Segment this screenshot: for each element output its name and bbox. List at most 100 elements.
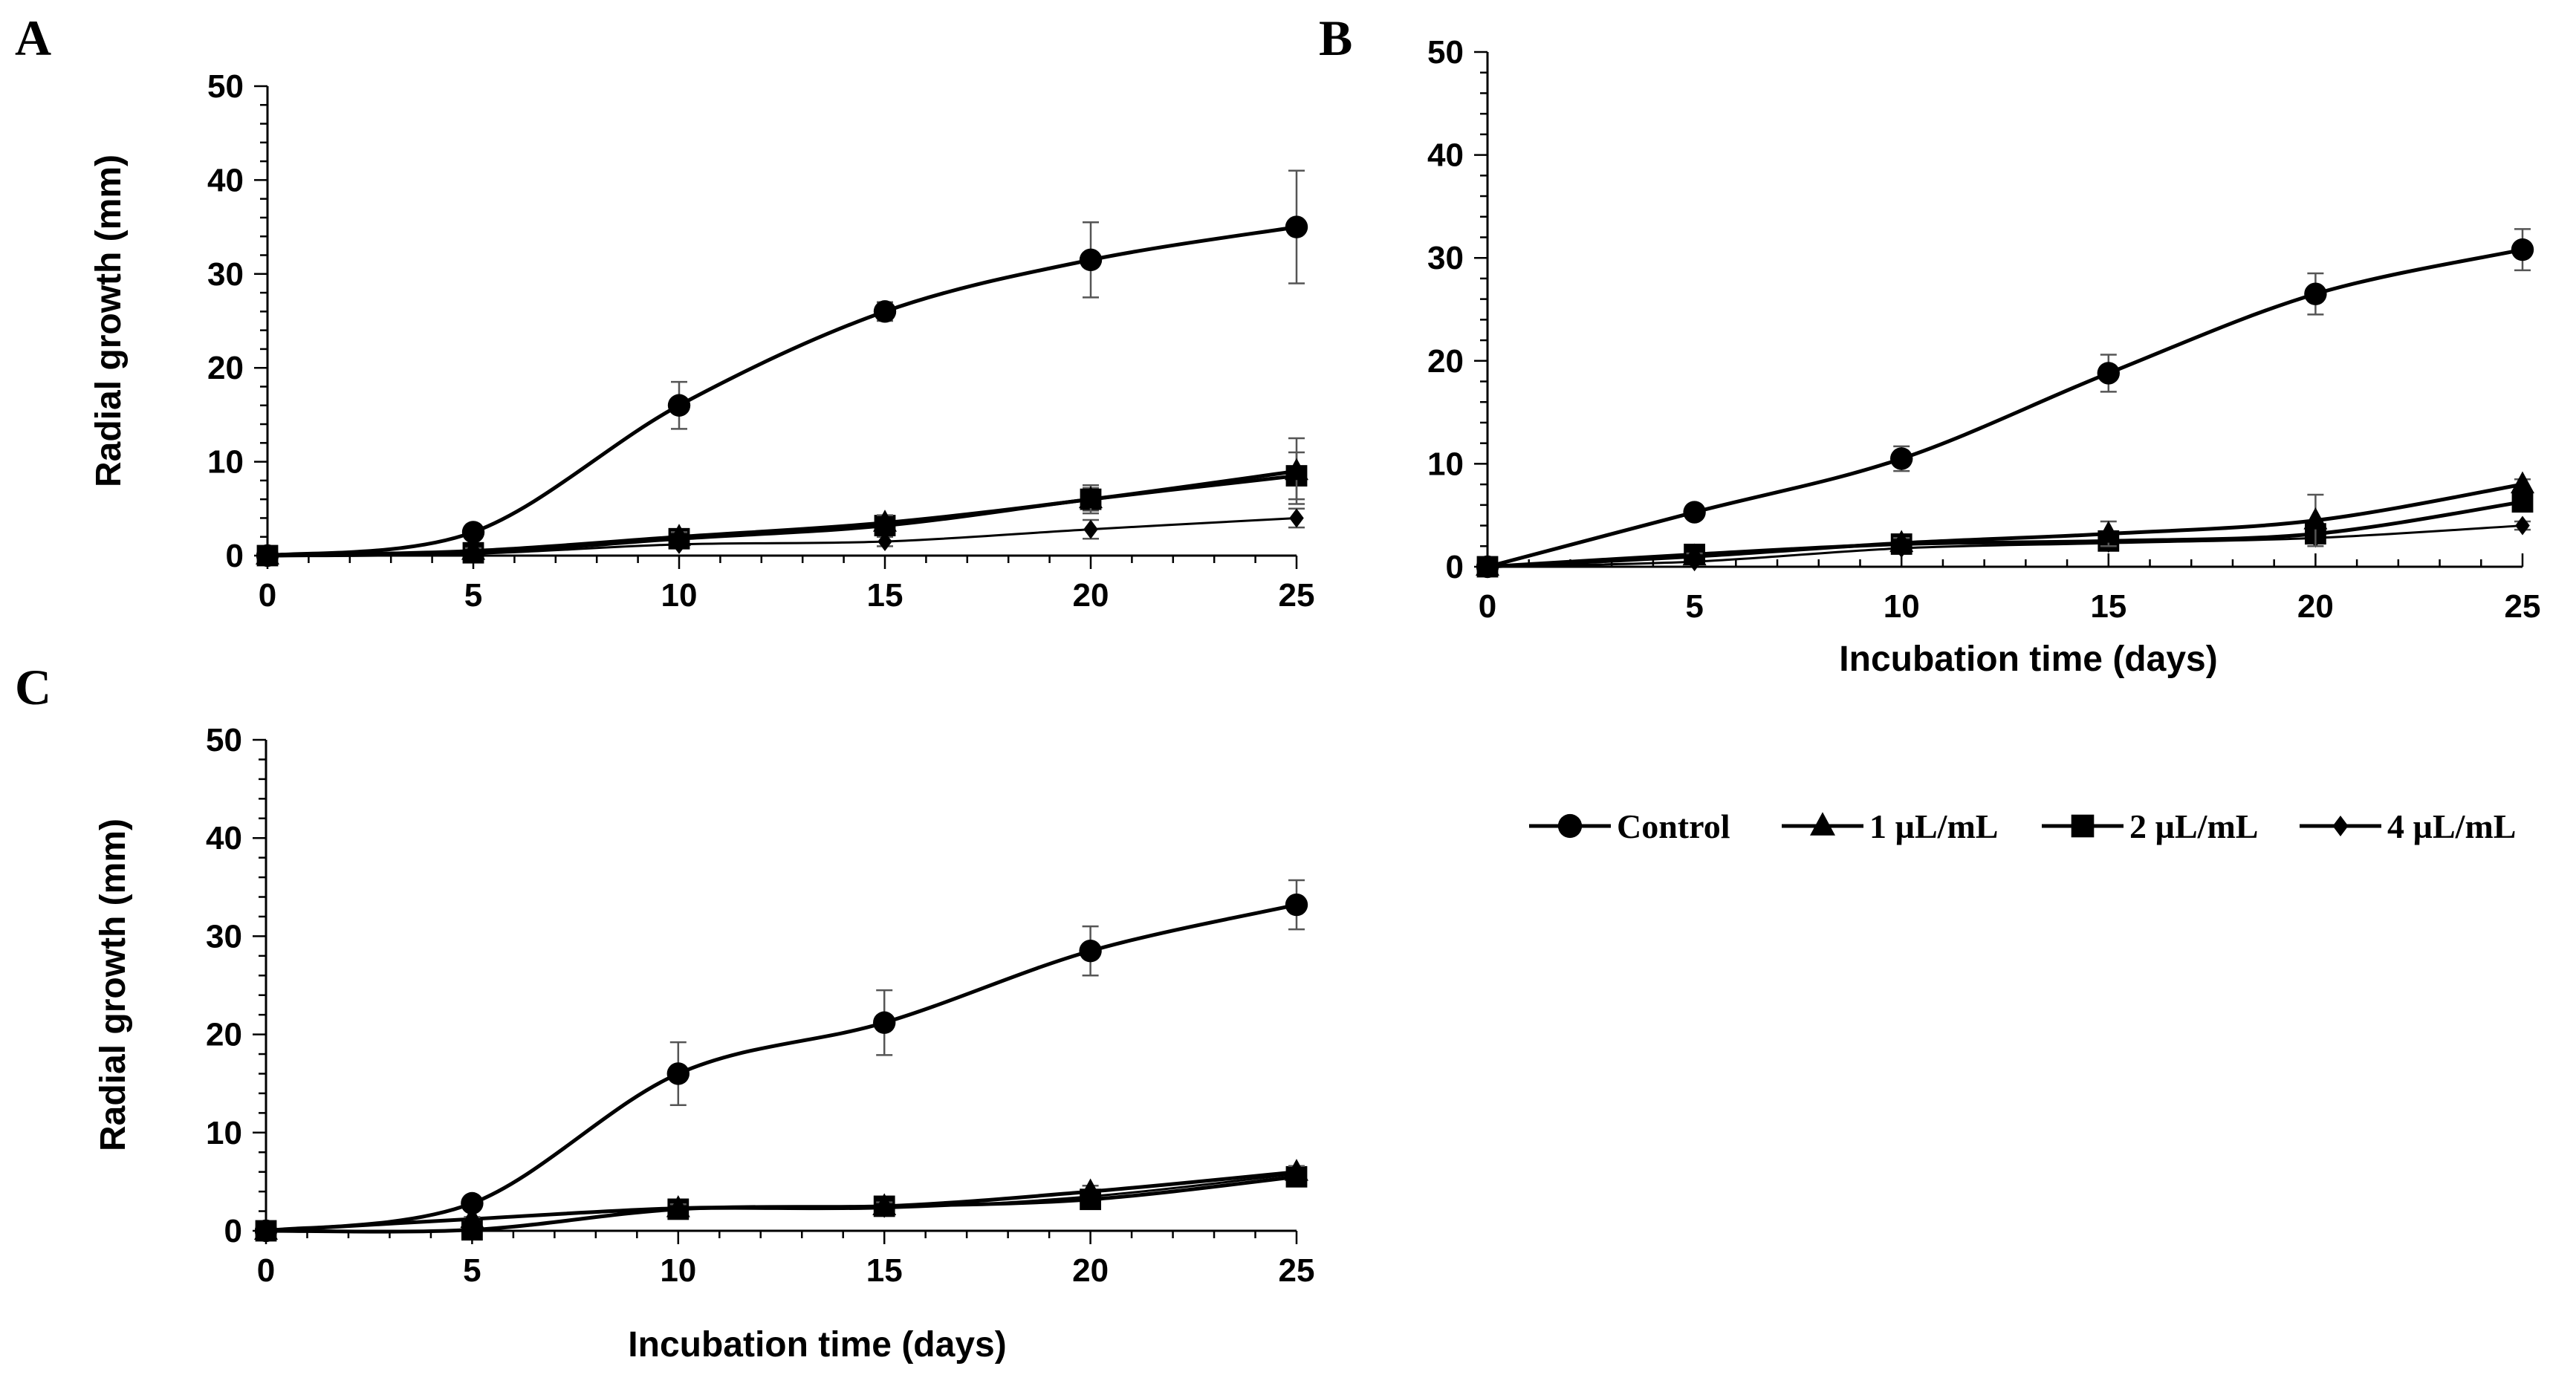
legend-item-4-ul-ml: 4 µL/mL [2300, 807, 2516, 845]
y-tick-label: 0 [226, 538, 244, 574]
x-tick-label: 0 [259, 577, 276, 614]
data-point-triangle [872, 1193, 897, 1215]
data-point-circle [2304, 282, 2327, 305]
data-point-triangle [1285, 1159, 1308, 1181]
y-tick-label: 20 [1427, 343, 1464, 380]
series-control [254, 879, 1308, 1243]
data-point-circle [2511, 238, 2534, 261]
data-point-triangle [1079, 486, 1103, 509]
x-tick-label: 5 [1685, 588, 1703, 625]
legend-marker-square [2071, 814, 2095, 838]
y-axis-title: Radial growth (mm) [94, 819, 133, 1151]
data-point-square [2511, 491, 2534, 513]
data-point-triangle [460, 1206, 484, 1229]
y-tick-label: 50 [1427, 34, 1464, 71]
x-tick-label: 5 [464, 577, 482, 614]
x-tick-label: 25 [1279, 577, 1315, 614]
legend: Control 1 µL/mL 2 µL/mL 4 µL/mL [1529, 807, 2516, 845]
data-point-circle [873, 300, 897, 323]
legend-label: Control [1617, 807, 1730, 845]
y-tick-label: 30 [1427, 240, 1464, 276]
x-tick-label: 15 [866, 1252, 903, 1289]
x-tick-label: 20 [2297, 588, 2334, 625]
series-line [265, 902, 1297, 1233]
data-point-circle [666, 1062, 690, 1085]
series-1-ul-ml [254, 1159, 1308, 1240]
legend-marker-triangle [1810, 812, 1835, 836]
x-tick-label: 10 [1884, 588, 1920, 625]
data-point-triangle [2096, 521, 2121, 543]
x-tick-label: 15 [867, 577, 903, 614]
legend-label: 2 µL/mL [2129, 807, 2258, 845]
data-point-circle [461, 521, 485, 544]
data-point-circle [2097, 362, 2120, 385]
x-axis-title: Incubation time (days) [628, 1325, 1006, 1365]
data-point-triangle [1078, 1178, 1103, 1201]
data-point-triangle [1285, 458, 1308, 481]
series-4-ul-ml [259, 1164, 1305, 1240]
data-point-triangle [2511, 471, 2534, 494]
y-axis-title: Radial growth (mm) [89, 155, 129, 487]
legend-marker-diamond [2332, 816, 2349, 836]
data-point-diamond [1289, 508, 1304, 528]
x-tick-label: 25 [2505, 588, 2541, 625]
panel-letter: B [1319, 10, 1352, 66]
y-tick-label: 20 [207, 350, 244, 386]
series-2-ul-ml [256, 451, 1308, 567]
data-point-diamond [877, 532, 892, 552]
data-point-diamond [2515, 516, 2530, 536]
y-tick-label: 10 [207, 444, 244, 481]
x-tick-label: 25 [1279, 1252, 1315, 1289]
y-tick-label: 0 [224, 1213, 242, 1249]
legend-item-2-ul-ml: 2 µL/mL [2042, 807, 2258, 845]
panel-letter: C [15, 659, 51, 715]
y-tick-label: 0 [1446, 549, 1464, 585]
x-tick-label: 20 [1073, 577, 1109, 614]
series-line [1487, 500, 2523, 569]
y-tick-label: 10 [1427, 446, 1464, 482]
series-line [265, 1170, 1297, 1233]
panel-letter: A [15, 10, 51, 66]
data-point-circle [1683, 501, 1706, 524]
data-point-triangle [873, 510, 897, 532]
data-point-triangle [461, 538, 485, 560]
data-point-circle [256, 544, 279, 567]
y-tick-label: 30 [206, 918, 242, 954]
data-point-triangle [667, 524, 691, 546]
legend-item-1-ul-ml: 1 µL/mL [1782, 807, 1998, 845]
data-point-circle [667, 394, 691, 417]
series-line [267, 225, 1297, 558]
y-tick-label: 20 [206, 1017, 242, 1053]
x-tick-label: 0 [257, 1252, 275, 1289]
data-point-triangle [1682, 543, 1707, 566]
data-point-circle [1079, 940, 1102, 963]
series-control [1476, 228, 2534, 579]
series-control [256, 169, 1308, 567]
x-tick-label: 10 [661, 577, 698, 614]
y-tick-label: 30 [207, 256, 244, 293]
panel-c: C 0 10 20 30 40 50 0 5 10 15 20 25 Radial growth (mm)… [15, 659, 1314, 1365]
data-point-circle [1285, 215, 1308, 238]
series-line [1487, 482, 2523, 569]
data-point-triangle [1889, 530, 1914, 553]
legend-marker-circle [1557, 813, 1583, 839]
x-tick-label: 20 [1072, 1252, 1109, 1289]
data-point-triangle [666, 1194, 690, 1217]
y-tick-label: 50 [207, 68, 244, 105]
x-axis-title: Incubation time (days) [1839, 640, 2217, 679]
legend-label: 4 µL/mL [2387, 807, 2516, 845]
x-tick-label: 0 [1479, 588, 1496, 625]
data-point-circle [1079, 248, 1103, 272]
data-point-triangle [2303, 507, 2328, 530]
data-point-diamond [1083, 519, 1098, 539]
y-tick-label: 10 [206, 1115, 242, 1151]
data-point-circle [1285, 893, 1308, 917]
panel-a: A 0 10 20 30 40 50 0 5 10 15 20 25 Radial growth (mm) [15, 10, 1314, 614]
x-tick-label: 15 [2090, 588, 2126, 625]
y-tick-label: 40 [206, 820, 242, 856]
y-tick-label: 50 [206, 722, 242, 758]
y-tick-label: 40 [207, 162, 244, 198]
data-point-circle [1890, 447, 1913, 470]
data-point-circle [254, 1219, 278, 1243]
